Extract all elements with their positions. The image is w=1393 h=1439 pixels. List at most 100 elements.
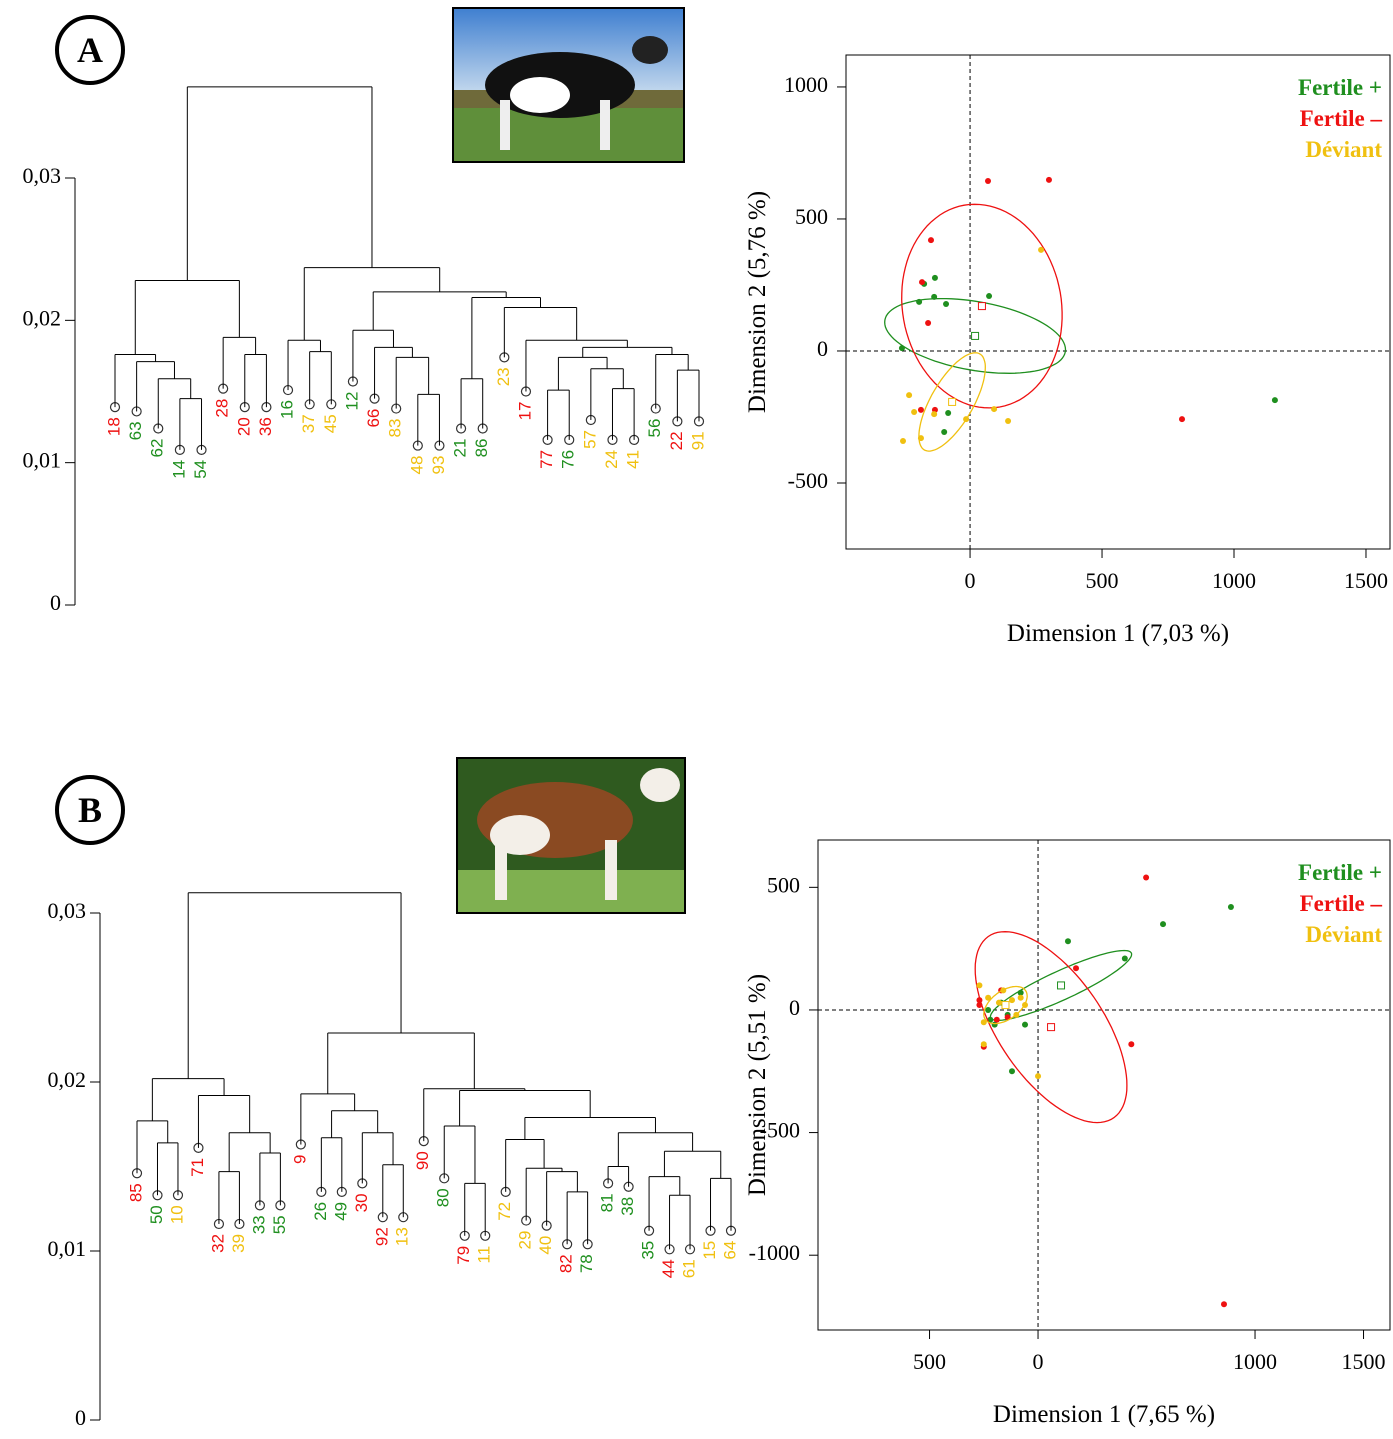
leaf-label: 29: [516, 1231, 535, 1250]
point: [1022, 1021, 1029, 1028]
centroid: [971, 331, 980, 340]
leaf-label: 50: [147, 1205, 166, 1224]
leaf-label: 77: [537, 450, 556, 469]
point: [911, 408, 918, 415]
leaf-label: 83: [386, 419, 405, 438]
leaf-label: 33: [249, 1215, 268, 1234]
point: [1128, 1041, 1135, 1048]
leaf-label: 30: [352, 1193, 371, 1212]
point: [980, 1041, 987, 1048]
point: [993, 1016, 1000, 1023]
y-tick-label: 0: [50, 590, 61, 615]
leaf-label: 17: [515, 402, 534, 421]
leaf-label: 56: [645, 419, 664, 438]
leaf-label: 11: [475, 1246, 494, 1264]
point: [916, 298, 923, 305]
x-tick-label: 1500: [1344, 568, 1388, 593]
point: [1013, 1011, 1020, 1018]
confidence-ellipse: [974, 931, 1128, 1124]
leaf-label: 10: [167, 1205, 186, 1224]
leaf-label: 21: [451, 439, 470, 458]
y-tick-label: -500: [760, 1118, 800, 1143]
y-tick-label: 0,03: [23, 163, 62, 188]
point: [941, 429, 948, 436]
leaf-label: 40: [536, 1236, 555, 1255]
leaf-label: 32: [208, 1234, 227, 1253]
leaf-label: 9: [290, 1155, 309, 1164]
leaf-label: 23: [494, 367, 513, 386]
y-tick-label: -1000: [749, 1240, 800, 1265]
leaf-label: 57: [580, 430, 599, 449]
leaf-label: 90: [413, 1151, 432, 1170]
x-tick-label: 500: [1086, 568, 1119, 593]
legend-entry: Fertile +: [1298, 860, 1382, 885]
y-tick-label: 0: [789, 995, 800, 1020]
point: [986, 293, 993, 300]
y-tick-label: 1000: [784, 72, 828, 97]
confidence-ellipse: [918, 352, 986, 452]
leaf-label: 36: [256, 417, 275, 436]
leaf-label: 62: [148, 439, 167, 458]
point: [985, 994, 992, 1001]
plot-box: [817, 839, 1391, 1331]
x-tick-label: 1000: [1212, 568, 1256, 593]
panel-letter: A: [77, 30, 103, 70]
y-tick-label: 0,02: [23, 305, 62, 330]
leaf-label: 63: [126, 421, 145, 440]
point: [980, 1019, 987, 1026]
leaf-label: 15: [700, 1241, 719, 1260]
point: [1143, 874, 1150, 881]
legend-entry: Fertile –: [1300, 891, 1383, 916]
leaf-label: 81: [598, 1193, 617, 1212]
legend-entry: Déviant: [1305, 922, 1382, 947]
leaf-label: 91: [688, 431, 707, 450]
x-tick-label: 0: [965, 568, 976, 593]
leaf-label: 35: [639, 1241, 658, 1260]
point: [1005, 417, 1012, 424]
point: [976, 997, 983, 1004]
leaf-label: 86: [472, 439, 491, 458]
y-tick-label: 0,03: [48, 898, 87, 923]
point: [1008, 997, 1015, 1004]
leaf-label: 14: [169, 460, 188, 479]
leaf-label: 38: [618, 1197, 637, 1216]
leaf-label: 71: [188, 1158, 207, 1177]
x-tick-label: 1000: [1233, 1349, 1277, 1374]
leaf-label: 82: [557, 1254, 576, 1273]
panel-letter: B: [78, 790, 102, 830]
centroid: [948, 397, 957, 406]
leaf-label: 80: [434, 1188, 453, 1207]
point: [1038, 246, 1045, 253]
point: [927, 237, 934, 244]
leaf-label: 76: [559, 450, 578, 469]
point: [1035, 1073, 1042, 1080]
point: [1227, 903, 1234, 910]
leaf-label: 18: [104, 417, 123, 436]
x-tick-label: 1500: [1342, 1349, 1386, 1374]
legend-entry: Fertile –: [1300, 106, 1383, 131]
point: [963, 416, 970, 423]
legend-entry: Fertile +: [1298, 75, 1382, 100]
leaf-label: 79: [454, 1246, 473, 1265]
leaf-label: 92: [372, 1227, 391, 1246]
point: [1179, 416, 1186, 423]
point: [917, 435, 924, 442]
centroid: [1001, 1001, 1010, 1010]
point: [931, 274, 938, 281]
legend-entry: Déviant: [1305, 137, 1382, 162]
point: [898, 345, 905, 352]
confidence-ellipse: [884, 297, 1067, 374]
leaf-label: 93: [429, 456, 448, 475]
y-tick-label: 0,01: [48, 1236, 87, 1261]
point: [943, 300, 950, 307]
point: [1121, 955, 1128, 962]
point: [976, 982, 983, 989]
point: [1073, 965, 1080, 972]
plot-box: [845, 54, 1391, 550]
confidence-ellipse: [901, 203, 1063, 409]
point: [995, 999, 1002, 1006]
y-tick-label: -500: [788, 468, 828, 493]
leaf-label: 26: [311, 1202, 330, 1221]
panel-label-b: B: [55, 775, 125, 845]
point: [931, 411, 938, 418]
